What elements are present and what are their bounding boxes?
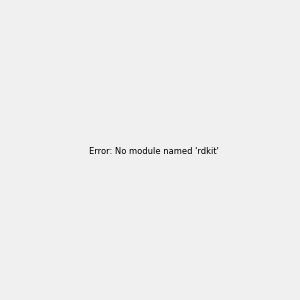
Text: Error: No module named 'rdkit': Error: No module named 'rdkit' bbox=[89, 147, 219, 156]
